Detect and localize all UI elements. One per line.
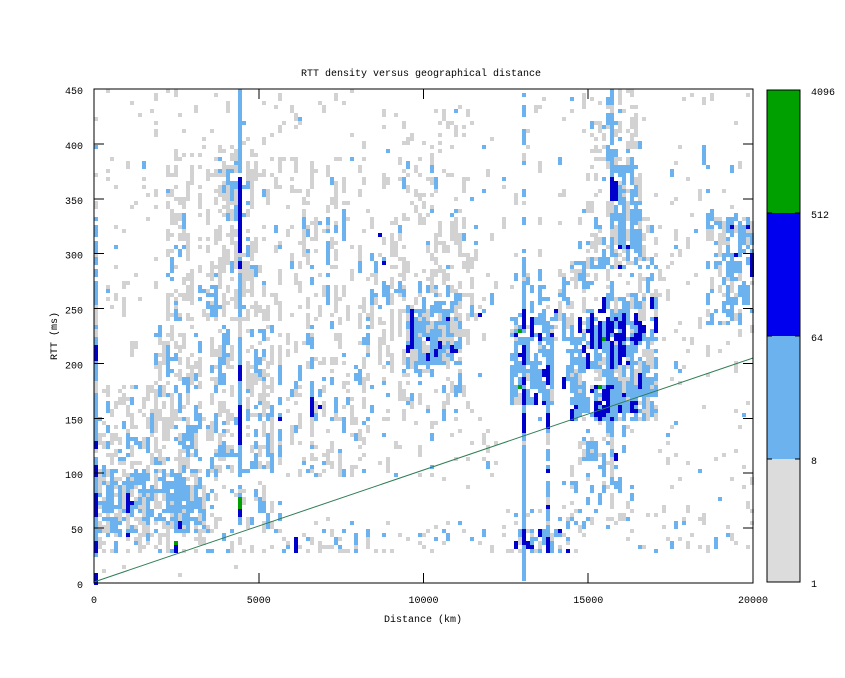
svg-text:512: 512 xyxy=(811,211,829,222)
svg-text:RTT density versus geographica: RTT density versus geographical distance xyxy=(301,68,541,80)
svg-text:350: 350 xyxy=(65,197,83,208)
svg-text:0: 0 xyxy=(77,581,83,592)
svg-text:100: 100 xyxy=(65,471,83,482)
svg-text:4096: 4096 xyxy=(811,88,835,99)
svg-text:1: 1 xyxy=(811,580,817,591)
svg-text:RTT (ms): RTT (ms) xyxy=(49,312,61,360)
svg-text:Distance (km): Distance (km) xyxy=(384,614,462,626)
svg-text:450: 450 xyxy=(65,87,83,98)
svg-text:8: 8 xyxy=(811,457,817,468)
svg-text:15000: 15000 xyxy=(573,596,603,607)
svg-text:200: 200 xyxy=(65,361,83,372)
svg-text:300: 300 xyxy=(65,252,83,263)
svg-text:250: 250 xyxy=(65,307,83,318)
svg-text:10000: 10000 xyxy=(408,596,438,607)
svg-text:64: 64 xyxy=(811,334,823,345)
svg-text:5000: 5000 xyxy=(247,596,271,607)
svg-text:150: 150 xyxy=(65,416,83,427)
svg-text:400: 400 xyxy=(65,142,83,153)
svg-text:20000: 20000 xyxy=(738,596,768,607)
svg-text:50: 50 xyxy=(71,526,83,537)
svg-text:0: 0 xyxy=(91,596,97,607)
